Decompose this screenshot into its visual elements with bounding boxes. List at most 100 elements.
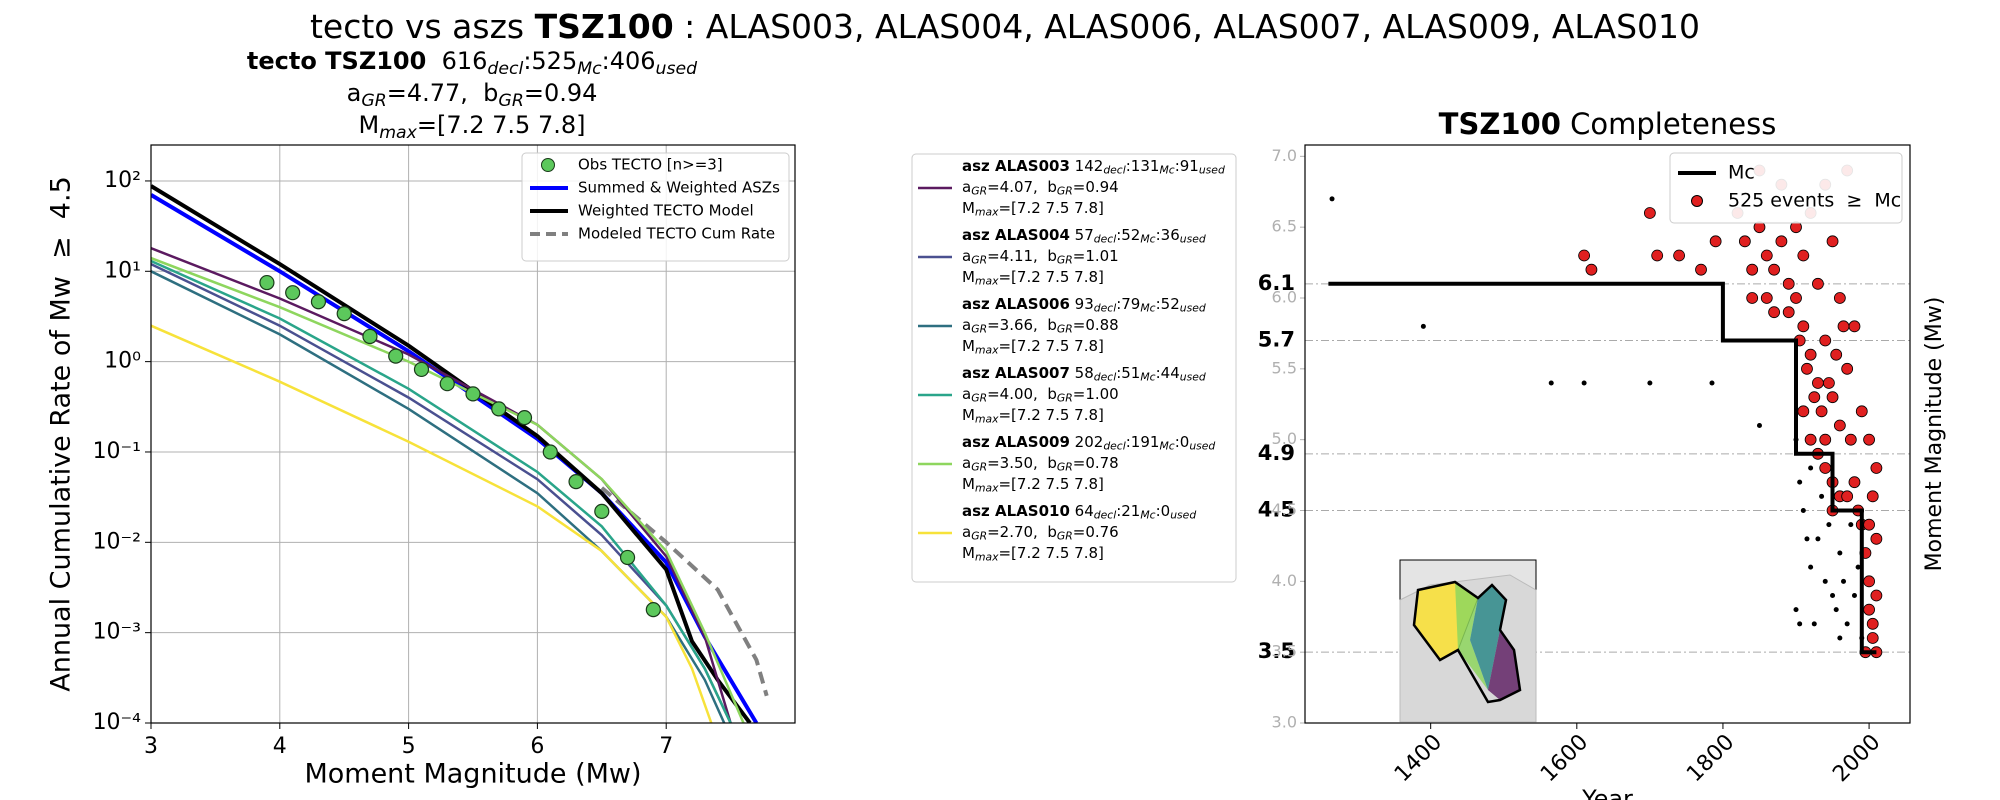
inset-outline xyxy=(1412,580,1522,704)
subscript: GR xyxy=(971,392,987,405)
x-axis-label: Moment Magnitude (Mw) xyxy=(304,759,641,790)
obs-point xyxy=(388,348,404,364)
subscript: max xyxy=(975,206,999,219)
subscript: used xyxy=(1170,509,1196,522)
text-run: =[7.2 7.5 7.8] xyxy=(998,406,1103,424)
mc-tick-label: 4.9 xyxy=(1258,441,1295,465)
subscript: GR xyxy=(971,254,987,267)
series-line xyxy=(151,270,726,723)
text-run: =4.00, b xyxy=(987,385,1057,403)
subscript: decl xyxy=(487,59,523,79)
text-run: :36 xyxy=(1156,226,1180,244)
sub-mc-event xyxy=(1822,578,1828,584)
asz-legend-line: asz ALAS010 64decl:21Mc:0used xyxy=(962,502,1196,522)
obs-point xyxy=(362,328,378,345)
subscript: decl xyxy=(1103,164,1125,177)
text-run: =1.00 xyxy=(1073,385,1119,403)
plot-area xyxy=(151,184,769,723)
subscript: decl xyxy=(1094,509,1116,522)
series-line xyxy=(151,193,759,723)
asz-legend-line: asz ALAS003 142decl:131Mc:91used xyxy=(962,157,1225,177)
text-run: =[7.2 7.5 7.8] xyxy=(417,111,586,139)
subscript: GR xyxy=(971,461,987,474)
subscript: GR xyxy=(361,91,386,111)
sub-mc-event xyxy=(1815,536,1821,542)
series-line xyxy=(151,256,745,723)
y-tick-label: 3.5 xyxy=(1272,642,1297,661)
event-point xyxy=(1866,490,1879,503)
text-run: a xyxy=(347,79,362,107)
x-axis-label: Year xyxy=(1581,785,1633,800)
event-point xyxy=(1673,249,1686,262)
subscript: GR xyxy=(1057,254,1073,267)
y-tick-label: 4.5 xyxy=(1272,500,1297,519)
subscript: GR xyxy=(498,91,523,111)
sub-mc-event xyxy=(1804,536,1810,542)
event-point xyxy=(1841,490,1854,503)
obs-point xyxy=(542,444,558,460)
event-point xyxy=(1695,263,1707,276)
series-line xyxy=(151,247,732,723)
obs-point xyxy=(619,549,636,566)
event-point xyxy=(1822,377,1835,389)
sub-mc-event xyxy=(1844,621,1850,627)
subscript: decl xyxy=(1094,233,1116,246)
event-point xyxy=(1790,292,1802,304)
y-tick-label: 10² xyxy=(104,168,141,193)
subscript: Mc xyxy=(1140,371,1155,384)
text-run: =4.77, b xyxy=(387,79,499,107)
text-run: =0.78 xyxy=(1073,454,1119,472)
text-run: :0 xyxy=(1175,433,1190,451)
x-tick-label: 5 xyxy=(402,734,416,759)
event-point xyxy=(1768,306,1780,319)
legend-label: 525 events ≥ Mc xyxy=(1728,190,1901,212)
event-point xyxy=(1863,433,1875,446)
event-point xyxy=(1804,433,1817,446)
y-tick-label: 10⁰ xyxy=(104,349,141,374)
sub-mc-event xyxy=(1855,564,1861,570)
event-point xyxy=(1578,249,1591,262)
legend-marker xyxy=(1691,195,1703,207)
text-run: a xyxy=(962,247,971,265)
event-point xyxy=(1848,320,1861,333)
legend-name: asz ALAS009 xyxy=(962,433,1070,451)
subscript: Mc xyxy=(1159,164,1174,177)
obs-point xyxy=(645,601,661,618)
y-axis-label: Moment Magnitude (Mw) xyxy=(1922,297,1947,572)
event-point xyxy=(1797,320,1810,333)
event-point xyxy=(1812,277,1824,290)
sub-mc-event xyxy=(1837,635,1843,641)
event-point xyxy=(1819,433,1832,446)
x-tick-label: 2000 xyxy=(1828,730,1885,787)
text-run: M xyxy=(359,111,380,139)
event-point xyxy=(1833,292,1846,304)
text-run: =[7.2 7.5 7.8] xyxy=(998,199,1103,217)
text-run: :52 xyxy=(1116,226,1140,244)
event-point xyxy=(1815,405,1828,418)
obs-point xyxy=(491,401,507,417)
event-point xyxy=(1866,632,1879,644)
mc-tick-label: 6.1 xyxy=(1258,271,1295,295)
subscript: max xyxy=(975,551,999,564)
sub-mc-event xyxy=(1833,607,1839,613)
text-run: =[7.2 7.5 7.8] xyxy=(998,544,1103,562)
event-point xyxy=(1844,433,1857,446)
asz-legend-line: aGR=4.07, bGR=0.94 xyxy=(962,178,1119,198)
inset-zone-green xyxy=(1455,582,1488,690)
text-run: :21 xyxy=(1116,502,1140,520)
sub-mc-event xyxy=(1830,593,1836,598)
text-run: a xyxy=(962,178,971,196)
text-run: :91 xyxy=(1175,157,1199,175)
x-tick-label: 7 xyxy=(659,734,673,759)
obs-point xyxy=(594,503,610,519)
asz-legend-line: aGR=4.00, bGR=1.00 xyxy=(962,385,1119,405)
subscript: decl xyxy=(1094,371,1116,384)
event-point xyxy=(1801,362,1813,375)
event-point xyxy=(1709,235,1722,248)
y-tick-label: 6.0 xyxy=(1272,288,1297,307)
y-tick-label: 5.0 xyxy=(1272,429,1297,448)
text-run: M xyxy=(962,544,975,562)
sub-mc-event xyxy=(1709,380,1715,386)
legend-marker xyxy=(541,158,555,172)
text-run: a xyxy=(962,316,971,334)
